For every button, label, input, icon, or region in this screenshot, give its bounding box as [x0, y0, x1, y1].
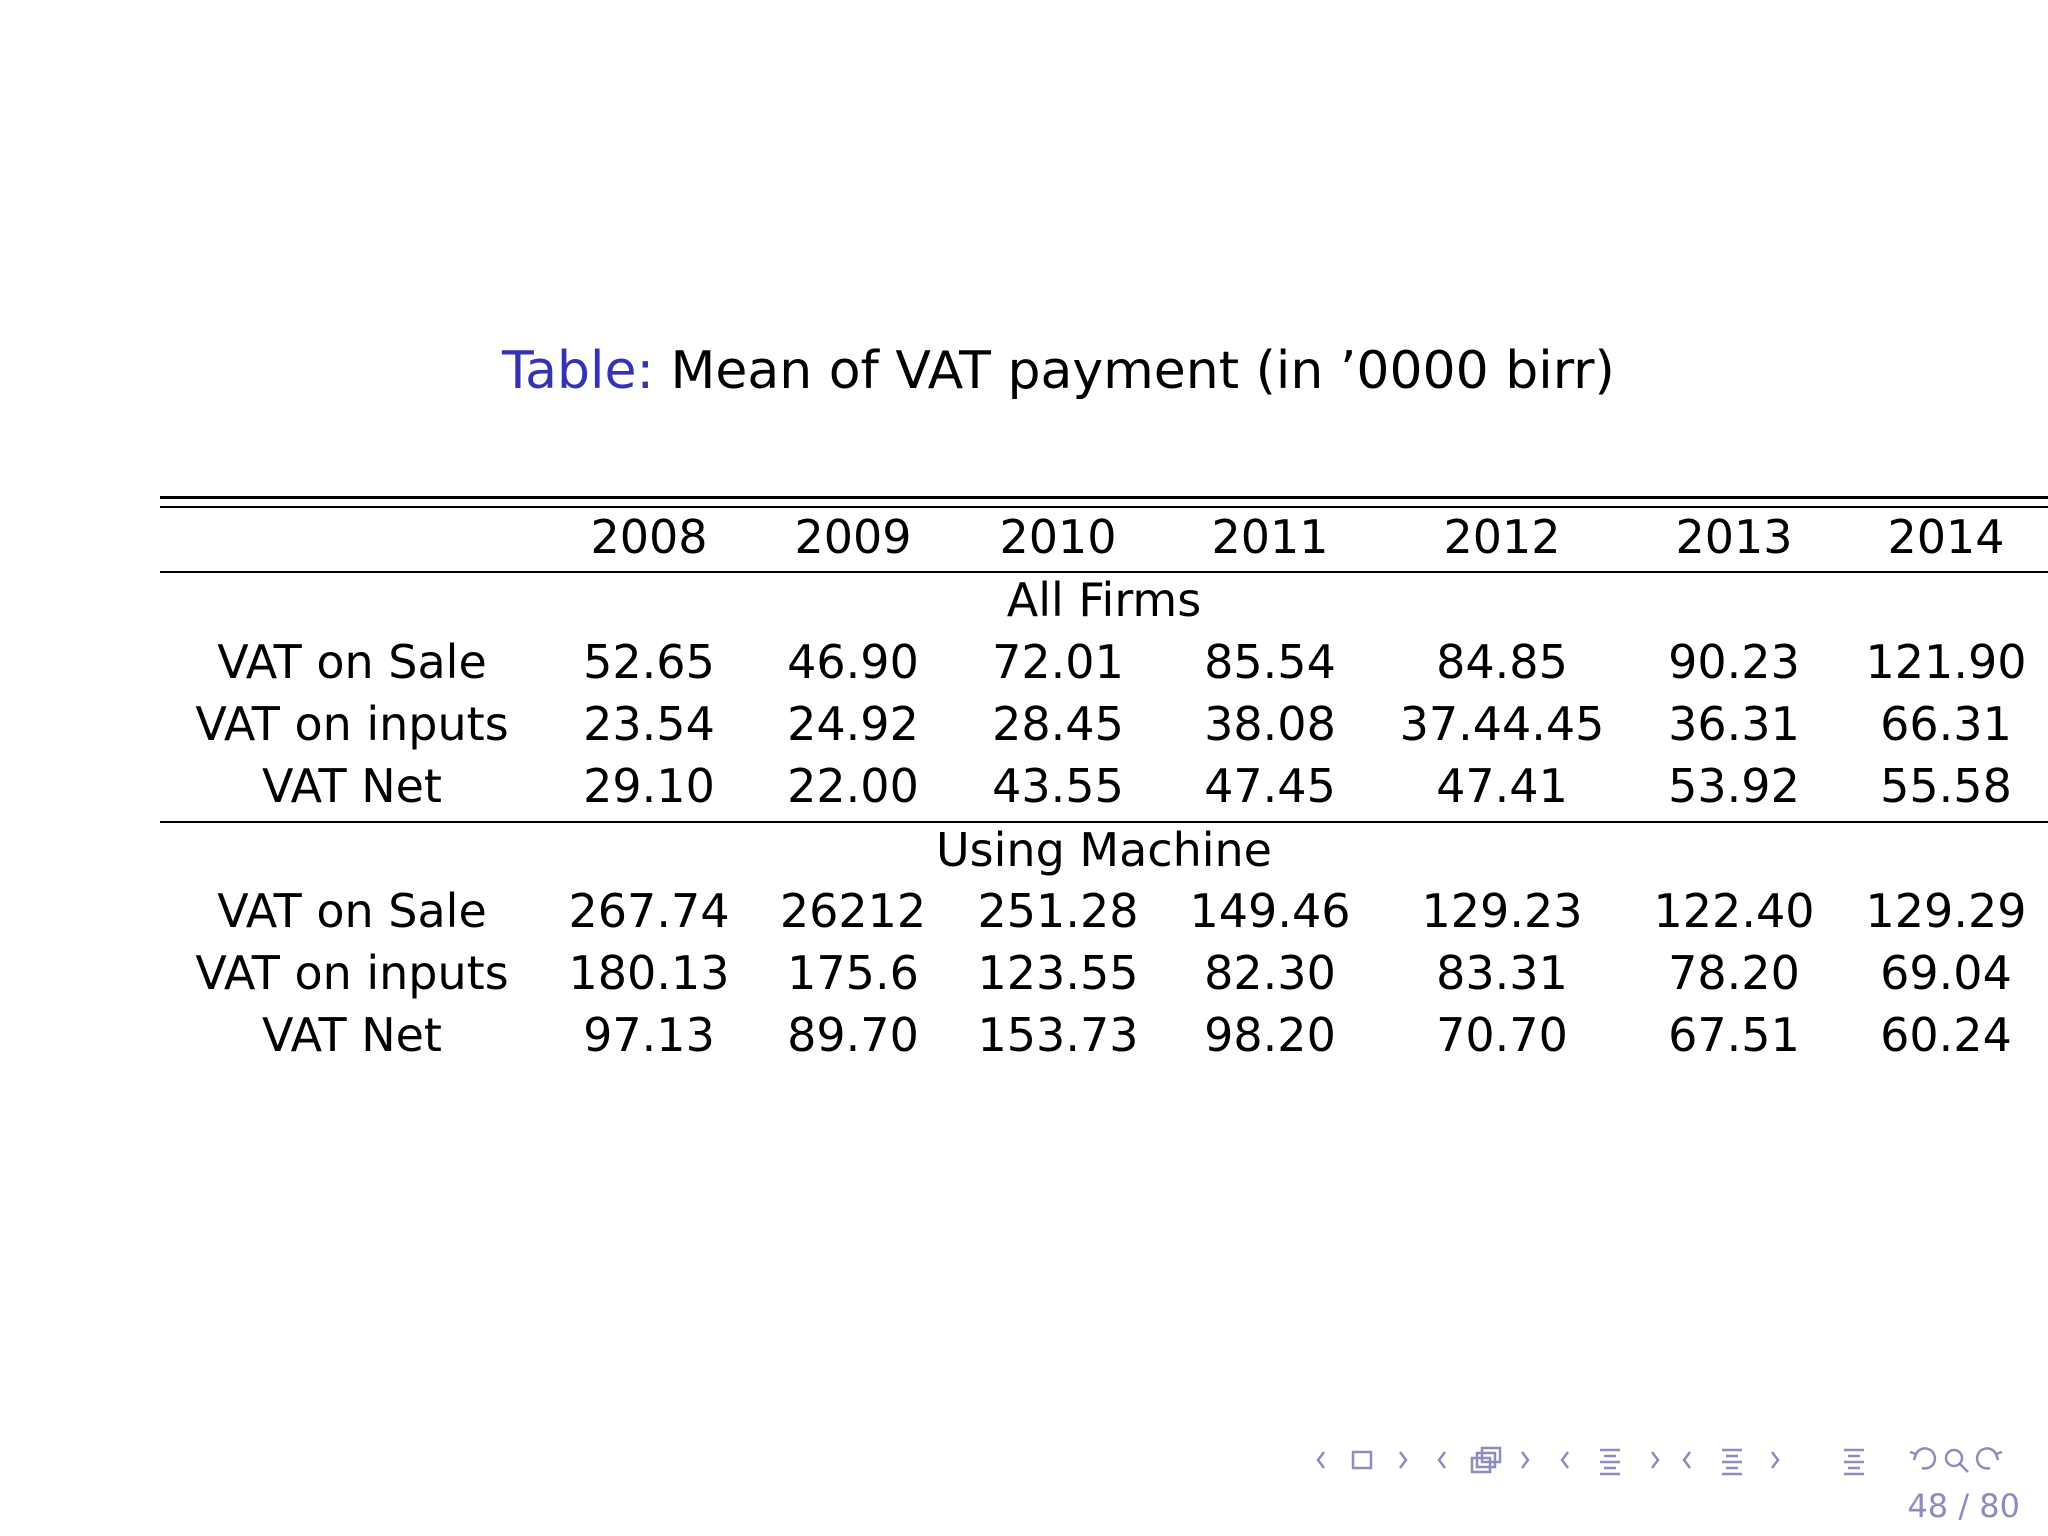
table-top-rule-second	[160, 506, 2048, 508]
table-top-rule	[160, 496, 2048, 499]
section-rule	[160, 821, 2048, 823]
table-cell: 55.58	[1880, 759, 2012, 813]
table-cell: 72.01	[992, 635, 1124, 689]
table-cell: 153.73	[977, 1008, 1139, 1062]
table-cell: 83.31	[1436, 946, 1568, 1000]
prev-subsection-icon[interactable]	[1437, 1451, 1446, 1469]
row-label: VAT on inputs	[195, 697, 509, 751]
section-icon[interactable]	[1600, 1448, 1620, 1476]
table-cell: 121.90	[1865, 635, 2027, 689]
next-subsection-icon[interactable]	[1521, 1451, 1530, 1469]
prev-frame-icon[interactable]	[1316, 1451, 1325, 1469]
table-cell: 122.40	[1653, 884, 1815, 938]
header-rule	[160, 571, 2048, 573]
table-cell: 36.31	[1668, 697, 1800, 751]
table-cell: 90.23	[1668, 635, 1800, 689]
table-cell: 47.41	[1436, 759, 1568, 813]
table-cell: 98.20	[1204, 1008, 1336, 1062]
subsection-icon[interactable]	[1470, 1446, 1502, 1474]
table-cell: 129.23	[1421, 884, 1583, 938]
table-cell: 123.55	[977, 946, 1139, 1000]
table-cell: 89.70	[787, 1008, 919, 1062]
table-cell: 66.31	[1880, 697, 2012, 751]
beamer-navigation	[1310, 1440, 2030, 1480]
column-header-2014: 2014	[1887, 510, 2005, 564]
row-label: VAT on Sale	[217, 635, 487, 689]
row-label: VAT on Sale	[217, 884, 487, 938]
table-cell: 149.46	[1189, 884, 1351, 938]
section-title: Using Machine	[936, 823, 1272, 877]
row-label: VAT Net	[262, 759, 442, 813]
table-cell: 52.65	[583, 635, 715, 689]
row-label: VAT Net	[262, 1008, 442, 1062]
column-header-2011: 2011	[1211, 510, 1329, 564]
search-icon[interactable]	[1944, 1448, 1969, 1473]
table-cell: 47.45	[1204, 759, 1336, 813]
table-cell: 82.30	[1204, 946, 1336, 1000]
table-cell: 23.54	[583, 697, 715, 751]
table-cell: 78.20	[1668, 946, 1800, 1000]
caption-text: Mean of VAT payment (in ’0000 birr)	[670, 341, 1615, 401]
page-number: 48 / 80	[1907, 1487, 2020, 1525]
table-cell: 129.29	[1865, 884, 2027, 938]
table-cell: 22.00	[787, 759, 919, 813]
table-cell: 53.92	[1668, 759, 1800, 813]
table-cell: 43.55	[992, 759, 1124, 813]
next-section-icon[interactable]	[1651, 1451, 1660, 1469]
table-cell: 24.92	[787, 697, 919, 751]
prev-section-icon[interactable]	[1560, 1451, 1569, 1469]
column-header-2009: 2009	[794, 510, 912, 564]
table-cell: 29.10	[583, 759, 715, 813]
row-label: VAT on inputs	[195, 946, 509, 1000]
caption-label: Table:	[502, 341, 654, 401]
section-title: All Firms	[1006, 573, 1202, 627]
forward-icon[interactable]	[1975, 1447, 2003, 1470]
column-header-2013: 2013	[1675, 510, 1793, 564]
frame-icon[interactable]	[1351, 1450, 1373, 1470]
table-cell: 60.24	[1880, 1008, 2012, 1062]
table-cell: 175.6	[787, 946, 919, 1000]
table-cell: 28.45	[992, 697, 1124, 751]
prev-slide-icon[interactable]	[1682, 1451, 1691, 1469]
table-cell: 69.04	[1880, 946, 2012, 1000]
table-cell: 267.74	[568, 884, 730, 938]
table-cell: 85.54	[1204, 635, 1336, 689]
slide-icon[interactable]	[1722, 1448, 1742, 1476]
navigation-symbols	[1316, 1446, 2003, 1476]
back-icon[interactable]	[1909, 1447, 1937, 1470]
column-header-2010: 2010	[999, 510, 1117, 564]
next-slide-icon[interactable]	[1771, 1451, 1780, 1469]
table-cell: 70.70	[1436, 1008, 1568, 1062]
table-cell: 251.28	[977, 884, 1139, 938]
table-cell: 97.13	[583, 1008, 715, 1062]
table-cell: 67.51	[1668, 1008, 1800, 1062]
table-cell: 84.85	[1436, 635, 1568, 689]
table-cell: 26212	[779, 884, 927, 938]
table-cell: 46.90	[787, 635, 919, 689]
column-header-2012: 2012	[1443, 510, 1561, 564]
table-cell: 38.08	[1204, 697, 1336, 751]
table-cell: 180.13	[568, 946, 730, 1000]
table-cell: 37.44.45	[1399, 697, 1605, 751]
next-frame-icon[interactable]	[1399, 1451, 1408, 1469]
column-header-2008: 2008	[590, 510, 708, 564]
toc-icon[interactable]	[1844, 1448, 1864, 1476]
